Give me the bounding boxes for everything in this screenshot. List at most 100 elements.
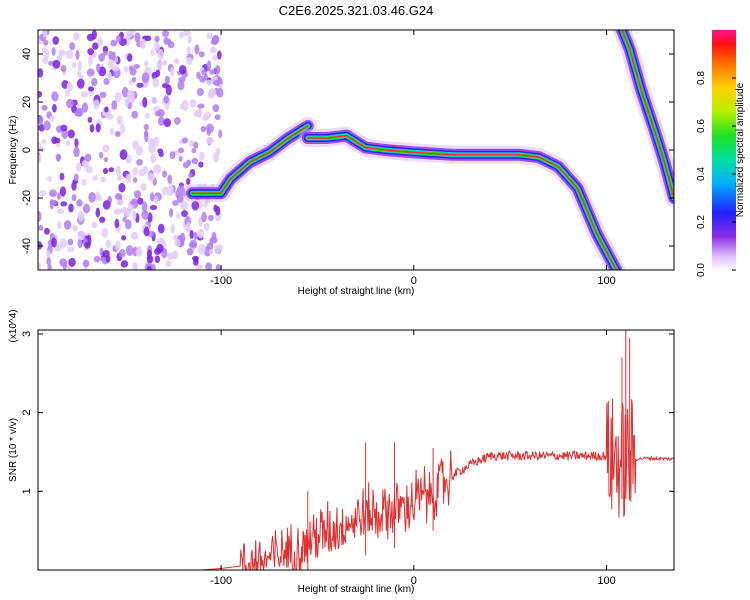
snr-ytick-label: 3: [21, 331, 33, 337]
noise-speck: [73, 173, 79, 182]
noise-speck: [182, 30, 191, 37]
colorbar-tick-label: 0.8: [696, 71, 707, 85]
noise-speck: [114, 208, 120, 215]
noise-speck: [208, 249, 214, 255]
noise-speck: [95, 191, 101, 201]
noise-speck: [46, 250, 51, 258]
noise-speck: [161, 60, 168, 66]
noise-speck: [167, 41, 175, 49]
noise-speck: [38, 91, 43, 98]
noise-speck: [80, 90, 89, 98]
noise-speck: [49, 189, 57, 198]
noise-speck: [38, 262, 42, 270]
noise-speck: [71, 193, 77, 202]
noise-speck: [73, 32, 80, 41]
noise-speck: [38, 142, 42, 148]
noise-speck: [132, 210, 137, 221]
noise-speck: [189, 100, 197, 108]
noise-speck: [57, 220, 63, 230]
noise-speck: [133, 63, 140, 70]
noise-speck: [118, 182, 126, 193]
noise-speck: [38, 224, 44, 231]
noise-speck: [54, 137, 61, 144]
noise-speck: [89, 123, 95, 133]
noise-speck: [161, 170, 168, 178]
noise-speck: [186, 46, 191, 55]
noise-speck: [134, 32, 141, 43]
noise-speck: [188, 139, 195, 147]
noise-speck: [172, 234, 178, 241]
noise-speck: [161, 30, 170, 38]
noise-speck: [212, 55, 218, 61]
noise-speck: [143, 226, 150, 237]
noise-speck: [176, 185, 185, 195]
spectrogram-traces: [183, 30, 674, 270]
noise-speck: [87, 48, 94, 56]
noise-speck: [110, 39, 118, 47]
noise-speck: [118, 37, 127, 46]
colorbar-tick-label: 0.2: [696, 215, 707, 229]
noise-speck: [38, 115, 44, 125]
noise-speck: [193, 141, 199, 149]
noise-speck: [144, 112, 150, 119]
noise-speck: [173, 58, 180, 65]
noise-speck: [175, 212, 181, 220]
spectrogram-xlabel: Height of straight line (km): [298, 286, 415, 297]
noise-speck: [76, 70, 82, 77]
noise-speck: [154, 255, 161, 263]
noise-speck: [47, 264, 52, 270]
noise-speck: [149, 192, 155, 202]
noise-speck: [111, 65, 120, 72]
noise-speck: [186, 177, 191, 185]
noise-speck: [201, 69, 207, 76]
noise-speck: [218, 129, 223, 139]
noise-speck: [71, 61, 77, 68]
noise-speck: [93, 99, 100, 110]
noise-speck: [125, 173, 132, 183]
noise-speck: [157, 49, 164, 60]
noise-speck: [163, 95, 170, 104]
noise-speck: [154, 35, 160, 43]
noise-speck: [124, 219, 132, 230]
noise-speck: [100, 176, 106, 183]
noise-speck: [64, 89, 71, 97]
noise-speck: [123, 66, 129, 73]
noise-speck: [157, 223, 165, 234]
noise-speck: [142, 96, 148, 108]
noise-speck: [46, 257, 51, 266]
spectrogram-ytick-label: 20: [21, 96, 33, 108]
noise-speck: [201, 211, 207, 223]
noise-speck: [139, 38, 147, 49]
spectrogram-xtick-label: 100: [597, 275, 615, 287]
noise-speck: [39, 189, 47, 197]
colorbar-tick-label: 0.6: [696, 119, 707, 133]
noise-speck: [161, 186, 169, 196]
noise-speck: [91, 77, 98, 87]
noise-speck: [198, 151, 205, 161]
noise-speck: [186, 248, 194, 256]
colorbar-label: Normalized spectral amplitude: [735, 82, 746, 217]
noise-speck: [58, 49, 67, 56]
noise-speck: [103, 78, 110, 85]
noise-speck: [56, 153, 61, 163]
noise-speck: [196, 71, 201, 80]
colorbar: 0.0 0.2 0.4 0.6 0.8 Normalized spectral ampl…: [696, 30, 746, 277]
noise-speck: [107, 59, 115, 69]
snr-line: [38, 398, 674, 570]
noise-speck: [168, 182, 173, 193]
noise-speck: [102, 200, 111, 210]
noise-speck: [99, 151, 104, 159]
noise-speck: [51, 91, 59, 102]
noise-speck: [149, 204, 158, 211]
noise-speck: [198, 51, 205, 58]
chart-title: C2E6.2025.321.03.46.G24: [279, 3, 434, 18]
noise-speck: [60, 201, 68, 207]
noise-speck: [117, 175, 123, 182]
noise-speck: [59, 172, 65, 181]
noise-speck: [77, 231, 86, 241]
noise-speck: [135, 145, 144, 156]
noise-speck: [135, 247, 143, 257]
noise-speck: [152, 77, 160, 88]
noise-speck: [172, 199, 179, 207]
